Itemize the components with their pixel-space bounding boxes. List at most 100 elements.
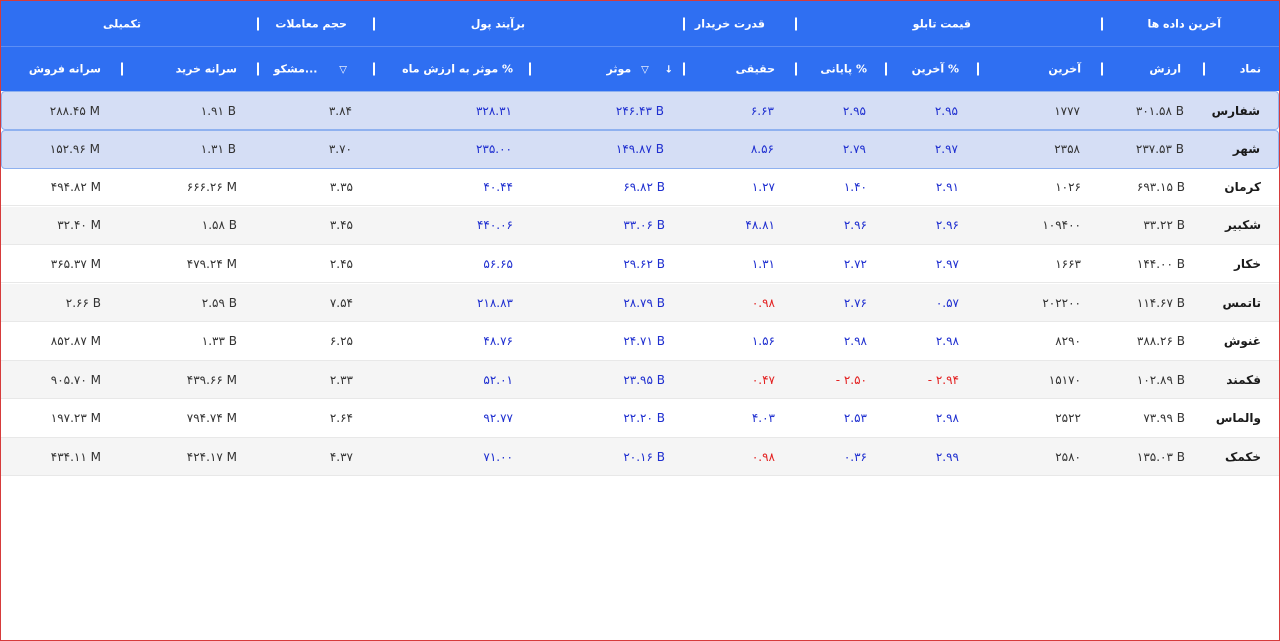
col-real[interactable]: حقیقی xyxy=(735,62,775,76)
separator xyxy=(885,62,887,76)
cell-real: ۴۸.۸۱ xyxy=(745,218,775,233)
cell-last: ۲۳۵۸ xyxy=(1054,142,1080,157)
cell-last: ۸۲۹۰ xyxy=(1055,334,1081,349)
cell-symbol[interactable]: شکبیر xyxy=(1224,218,1261,233)
separator xyxy=(257,17,259,30)
cell-last-pct: ۲.۹۸ xyxy=(935,411,959,426)
cell-symbol[interactable]: فکمند xyxy=(1226,372,1261,387)
cell-last-pct: ۰.۵۷ xyxy=(935,295,959,310)
group-money-flow[interactable]: برآیند پول xyxy=(470,17,525,30)
separator xyxy=(795,62,797,76)
col-effective-label: موثر xyxy=(606,62,632,76)
table-row[interactable]: شکبیر ۳۳.۲۲ B ۱۰۹۴۰۰ ۲.۹۶ ۲.۹۶ ۴۸.۸۱ ۳۳.۰۶ B ۴۴… xyxy=(1,206,1279,245)
cell-symbol[interactable]: غنوش xyxy=(1223,334,1261,349)
cell-sell-per-capita: ۹۰۵.۷۰ M xyxy=(50,372,101,387)
table-row[interactable]: شفارس ۳۰۱.۵۸ B ۱۷۷۷ ۲.۹۵ ۲.۹۵ ۶.۶۳ ۲۴۶.۴۳ B ۳۲۸… xyxy=(1,91,1279,130)
cell-effective-month-pct: ۴۰.۴۴ xyxy=(483,179,513,194)
cell-symbol[interactable]: تاتمس xyxy=(1222,295,1261,310)
col-value[interactable]: ارزش xyxy=(1149,62,1181,76)
cell-symbol[interactable]: خکمک xyxy=(1225,449,1261,464)
cell-real: ۱.۳۱ xyxy=(751,256,775,271)
filter-icon[interactable]: ▽ xyxy=(641,64,649,76)
cell-buy-per-capita: ۱.۹۱ B xyxy=(200,103,236,118)
cell-real: ۰.۴۷ xyxy=(751,372,775,387)
table-row[interactable]: کرمان ۶۹۳.۱۵ B ۱۰۲۶ ۲.۹۱ ۱.۴۰ ۱.۲۷ ۶۹.۸۲ B ۴۰.۴… xyxy=(1,168,1279,207)
table-row[interactable]: والماس ۷۳.۹۹ B ۲۵۲۲ ۲.۹۸ ۲.۵۳ ۴.۰۳ ۲۲.۲۰ B ۹۲.۷… xyxy=(1,400,1279,438)
col-sell-per-capita[interactable]: سرانه فروش xyxy=(28,62,101,76)
cell-value: ۳۸۸.۲۶ B xyxy=(1136,334,1185,349)
sort-down-icon[interactable]: ↓ xyxy=(664,64,673,76)
cell-effective: ۶۹.۸۲ B xyxy=(623,179,665,194)
cell-buy-per-capita: ۲.۵۹ B xyxy=(201,295,237,310)
filter-icon[interactable]: ▽ xyxy=(339,64,347,76)
separator xyxy=(683,17,685,30)
separator xyxy=(529,62,531,76)
cell-close-pct: ۲.۷۲ xyxy=(843,256,867,271)
cell-suspicious: ۲.۴۵ xyxy=(329,256,353,271)
cell-sell-per-capita: ۸۵۲.۸۷ M xyxy=(50,334,101,349)
group-buyer-power[interactable]: قدرت خریدار xyxy=(694,17,765,30)
cell-effective: ۲۹.۶۲ B xyxy=(623,256,665,271)
cell-value: ۱۳۵.۰۳ B xyxy=(1136,449,1185,464)
cell-effective: ۲۴.۷۱ B xyxy=(623,334,665,349)
table-row[interactable]: خکمک ۱۳۵.۰۳ B ۲۵۸۰ ۲.۹۹ ۰.۳۶ ۰.۹۸ ۲۰.۱۶ B ۷۱.۰۰… xyxy=(1,438,1279,477)
cell-buy-per-capita: ۴۷۹.۲۴ M xyxy=(186,256,237,271)
cell-suspicious: ۲.۶۴ xyxy=(329,411,353,426)
group-trade-volume[interactable]: حجم معاملات xyxy=(275,17,347,30)
cell-sell-per-capita: ۳۲.۴۰ M xyxy=(57,218,101,233)
cell-effective-month-pct: ۳۲۸.۳۱ xyxy=(475,103,512,118)
cell-buy-per-capita: ۷۹۴.۷۴ M xyxy=(186,411,237,426)
cell-last: ۱۵۱۷۰ xyxy=(1048,372,1081,387)
col-effective-month-pct[interactable]: موثر به ارزش ماه % xyxy=(402,62,513,76)
cell-symbol[interactable]: شفارس xyxy=(1211,103,1260,118)
table-row[interactable]: شهر ۲۳۷.۵۳ B ۲۳۵۸ ۲.۹۷ ۲.۷۹ ۸.۵۶ ۱۴۹.۸۷ B ۲۳۵.۰… xyxy=(1,129,1279,169)
cell-effective-month-pct: ۲۱۸.۸۳ xyxy=(476,295,513,310)
cell-last: ۱۰۲۶ xyxy=(1055,179,1081,194)
cell-effective-month-pct: ۵۶.۶۵ xyxy=(483,256,513,271)
cell-effective: ۲۴۶.۴۳ B xyxy=(615,103,664,118)
cell-value: ۱۰۲.۸۹ B xyxy=(1136,372,1185,387)
cell-effective: ۲۳.۹۵ B xyxy=(623,372,665,387)
table-row[interactable]: غنوش ۳۸۸.۲۶ B ۸۲۹۰ ۲.۹۸ ۲.۹۸ ۱.۵۶ ۲۴.۷۱ B ۴۸.۷۶… xyxy=(1,323,1279,361)
cell-buy-per-capita: ۱.۳۱ B xyxy=(200,142,236,157)
cell-symbol[interactable]: خکار xyxy=(1233,256,1261,271)
table-row[interactable]: تاتمس ۱۱۴.۶۷ B ۲۰۲۲۰۰ ۰.۵۷ ۲.۷۶ ۰.۹۸ ۲۸.۷۹ B ۲۱… xyxy=(1,284,1279,322)
cell-effective-month-pct: ۴۴۰.۰۶ xyxy=(476,218,513,233)
cell-close-pct: ۲.۷۹ xyxy=(842,142,866,157)
group-board-price[interactable]: قیمت تابلو xyxy=(912,17,971,30)
cell-buy-per-capita: ۶۶۶.۲۶ M xyxy=(186,179,237,194)
cell-last-pct: ۲.۹۶ xyxy=(935,218,959,233)
table-row[interactable]: خکار ۱۴۴.۰۰ B ۱۶۶۳ ۲.۹۷ ۲.۷۲ ۱.۳۱ ۲۹.۶۲ B ۵۶.۶۵… xyxy=(1,245,1279,284)
separator xyxy=(1101,62,1103,76)
cell-buy-per-capita: ۴۲۴.۱۷ M xyxy=(186,449,237,464)
col-effective[interactable]: موثر ▽ ↓ xyxy=(607,63,679,76)
col-last[interactable]: آخرین xyxy=(1048,62,1081,76)
cell-suspicious: ۳.۳۵ xyxy=(329,179,353,194)
separator xyxy=(121,62,123,76)
col-last-pct[interactable]: آخرین % xyxy=(911,62,959,76)
cell-last-pct: ۲.۹۸ xyxy=(935,334,959,349)
cell-symbol[interactable]: والماس xyxy=(1215,411,1261,426)
cell-value: ۶۹۳.۱۵ B xyxy=(1136,179,1185,194)
cell-symbol[interactable]: شهر xyxy=(1232,142,1260,157)
group-supplementary[interactable]: تکمیلی xyxy=(102,17,141,30)
col-suspicious[interactable]: مشکو... ▽ xyxy=(274,63,353,76)
col-close-pct[interactable]: پایانی % xyxy=(820,62,867,76)
cell-effective: ۲۲.۲۰ B xyxy=(623,411,665,426)
cell-close-pct: ۲.۹۸ xyxy=(843,334,867,349)
col-symbol[interactable]: نماد xyxy=(1239,62,1261,76)
cell-effective: ۱۴۹.۸۷ B xyxy=(615,142,664,157)
cell-real: ۱.۲۷ xyxy=(751,179,775,194)
cell-last: ۲۵۲۲ xyxy=(1055,411,1081,426)
table-row[interactable]: فکمند ۱۰۲.۸۹ B ۱۵۱۷۰ - ۲.۹۴ - ۲.۵۰ ۰.۴۷ ۲۳.۹۵ … xyxy=(1,361,1279,400)
cell-value: ۳۳.۲۲ B xyxy=(1143,218,1185,233)
column-header-bar: نماد ارزش آخرین آخرین % پایانی % حقیقی م… xyxy=(1,47,1279,91)
cell-value: ۱۴۴.۰۰ B xyxy=(1136,256,1185,271)
group-latest-data[interactable]: آخرین داده ها xyxy=(1147,17,1221,30)
cell-symbol[interactable]: کرمان xyxy=(1224,179,1261,194)
cell-suspicious: ۲.۳۳ xyxy=(329,372,353,387)
cell-last: ۱۷۷۷ xyxy=(1054,103,1080,118)
col-buy-per-capita[interactable]: سرانه خرید xyxy=(175,62,237,76)
cell-last-pct: ۲.۹۹ xyxy=(935,449,959,464)
separator xyxy=(1101,17,1103,30)
